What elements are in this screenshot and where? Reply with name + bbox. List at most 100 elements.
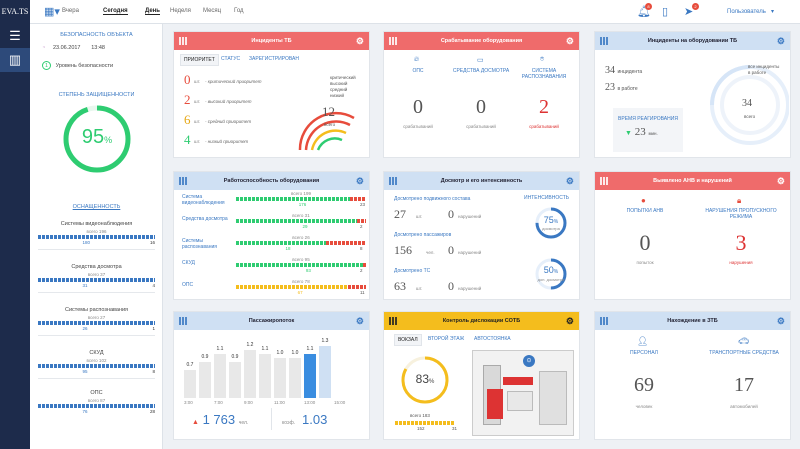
- violation-name[interactable]: ПОПЫТКИ АНВ: [626, 208, 664, 214]
- priority-label: - низкий приоритет: [205, 139, 249, 144]
- settings-icon[interactable]: ⚙: [565, 36, 574, 46]
- priority-unit: шт.: [194, 99, 201, 104]
- settings-icon[interactable]: ⚙: [355, 176, 364, 186]
- settings-icon[interactable]: ⚙: [776, 176, 785, 186]
- deployment-total: всего 183: [410, 413, 430, 418]
- health-ok-count: 18: [285, 246, 291, 251]
- health-item-total: всего 26: [292, 235, 310, 240]
- card-title: Контроль дислокации СОТБ: [442, 318, 521, 324]
- flow-bar[interactable]: [229, 362, 241, 398]
- send-icon[interactable]: ➤: [684, 6, 694, 18]
- grid-icon[interactable]: [179, 317, 187, 325]
- station-marker-icon[interactable]: ⊙: [523, 355, 535, 367]
- tab-priority[interactable]: ПРИОРИТЕТ: [180, 54, 219, 66]
- dashboard-icon[interactable]: ▥: [0, 48, 30, 72]
- floor-map[interactable]: ⊙: [472, 350, 574, 436]
- deployment-count-b: 31: [452, 426, 458, 431]
- grid-icon[interactable]: [389, 317, 397, 325]
- trigger-name[interactable]: СРЕДСТВА ДОСМОТРА: [452, 68, 510, 74]
- flow-bar[interactable]: [199, 362, 211, 398]
- grid-icon[interactable]: [389, 37, 397, 45]
- calendar-icon[interactable]: ▦▾: [44, 6, 60, 18]
- equipment-item[interactable]: ОПС всего 87 76 28: [38, 390, 155, 414]
- menu-icon[interactable]: ☰: [9, 28, 21, 43]
- settings-icon[interactable]: ⚙: [565, 316, 574, 326]
- equipment-item[interactable]: Средства досмотра всего 37 31 4: [38, 264, 155, 293]
- health-item-name[interactable]: Системы распознавания: [182, 238, 217, 250]
- grid-icon[interactable]: [179, 37, 187, 45]
- health-ok-count: 93: [305, 268, 311, 273]
- app-logo[interactable]: EVA.TS: [0, 0, 30, 24]
- deployment-card: Контроль дислокации СОТБ ⚙ ВОКЗАЛ ВТОРОЙ …: [383, 311, 580, 440]
- user-menu[interactable]: Пользователь ▾: [727, 9, 774, 15]
- settings-icon[interactable]: ⚙: [355, 36, 364, 46]
- health-item-name[interactable]: СКУД: [182, 260, 195, 266]
- card-title: Инциденты ТБ: [251, 38, 292, 44]
- equipment-item[interactable]: Системы распознавания всего 27 26 1: [38, 307, 155, 336]
- period-week[interactable]: Неделя: [170, 8, 191, 14]
- period-month[interactable]: Месяц: [203, 8, 222, 14]
- settings-icon[interactable]: ⚙: [355, 316, 364, 326]
- grid-icon[interactable]: [600, 177, 608, 185]
- trigger-icon: ▭: [477, 57, 484, 64]
- violations-unit: нарушений: [458, 250, 482, 255]
- zone-item-name[interactable]: ПЕРСОНАЛ: [630, 350, 658, 356]
- settings-icon[interactable]: ⚙: [565, 176, 574, 186]
- flow-bar[interactable]: [214, 354, 226, 398]
- protection-unit: %: [104, 135, 113, 145]
- flow-bar[interactable]: [274, 358, 286, 398]
- phone-icon[interactable]: ▯: [662, 6, 669, 18]
- flow-bar-label: 1.0: [291, 350, 299, 356]
- equipment-item[interactable]: Системы видеонаблюдения всего 196 180 16: [38, 221, 155, 250]
- response-time-box: ВРЕМЯ РЕАГИРОВАНИЯ ▼ 23 мин.: [613, 108, 683, 152]
- health-item-name[interactable]: Система видеонаблюдения: [182, 194, 225, 206]
- health-bar-fail: [350, 197, 366, 201]
- health-item-name[interactable]: Средства досмотра: [182, 216, 228, 222]
- grid-icon[interactable]: [600, 37, 608, 45]
- zone-item-name[interactable]: ТРАНСПОРТНЫЕ СРЕДСТВА: [709, 350, 779, 356]
- flow-bar[interactable]: [184, 370, 196, 398]
- equipment-item[interactable]: СКУД всего 102 95 8: [38, 350, 155, 379]
- flow-bar-label: 1.1: [261, 346, 269, 352]
- tab-second-floor[interactable]: ВТОРОЙ ЭТАЖ: [428, 336, 465, 342]
- tab-parking[interactable]: АВТОСТОЯНКА: [474, 336, 511, 342]
- period-today[interactable]: Сегодня: [103, 8, 128, 15]
- health-bar-ok: [236, 263, 363, 267]
- period-day[interactable]: День: [145, 8, 160, 15]
- nav-rail: ☰ ▥: [0, 24, 30, 449]
- extra-screening-gauge: 50% доп. досмотра: [534, 257, 568, 291]
- protection-title: СТЕПЕНЬ ЗАЩИЩЕННОСТИ: [58, 92, 135, 98]
- settings-icon[interactable]: ⚙: [776, 316, 785, 326]
- violation-count: 3: [735, 230, 747, 255]
- flow-bar[interactable]: [289, 358, 301, 398]
- intensity-title: ИНТЕНСИВНОСТЬ: [524, 195, 570, 201]
- flow-bar[interactable]: [244, 350, 256, 398]
- violations-count: 0: [448, 243, 454, 257]
- equipment-incidents-total-label: всего: [744, 114, 756, 119]
- grid-icon[interactable]: [179, 177, 187, 185]
- violation-name[interactable]: НАРУШЕНИЯ ПРОПУСКНОГО РЕЖИМА: [705, 208, 777, 220]
- period-yesterday[interactable]: Вчера: [62, 8, 79, 14]
- card-header: Нахождение в ЗТБ ⚙: [595, 312, 790, 330]
- priority-count: 2: [184, 92, 191, 107]
- flow-bar[interactable]: [304, 354, 316, 398]
- grid-icon[interactable]: [600, 317, 608, 325]
- health-item-total: всего 31: [292, 213, 310, 218]
- equipment-title[interactable]: ОСНАЩЕННОСТЬ: [72, 204, 121, 210]
- screening-row-title: Досмотрено подвижного состава: [394, 196, 471, 202]
- flow-bar[interactable]: [259, 354, 271, 398]
- trigger-name[interactable]: СИСТЕМА РАСПОЗНАВАНИЯ: [521, 68, 567, 80]
- flow-bar-label: 1.1: [216, 346, 224, 352]
- grid-icon[interactable]: [389, 177, 397, 185]
- settings-icon[interactable]: ⚙: [776, 36, 785, 46]
- period-year[interactable]: Год: [234, 8, 244, 14]
- trigger-name[interactable]: ОПС: [412, 68, 424, 74]
- health-item-name[interactable]: ОПС: [182, 282, 194, 288]
- tab-station[interactable]: ВОКЗАЛ: [394, 334, 422, 346]
- tab-registered[interactable]: ЗАРЕГИСТРИРОВАН: [249, 56, 299, 62]
- flow-bar[interactable]: [319, 346, 331, 398]
- screening-count: 27: [394, 207, 406, 221]
- priority-label: - средний приоритет: [205, 119, 252, 124]
- tab-status[interactable]: СТАТУС: [221, 56, 241, 62]
- health-fail-count: 23: [360, 202, 366, 207]
